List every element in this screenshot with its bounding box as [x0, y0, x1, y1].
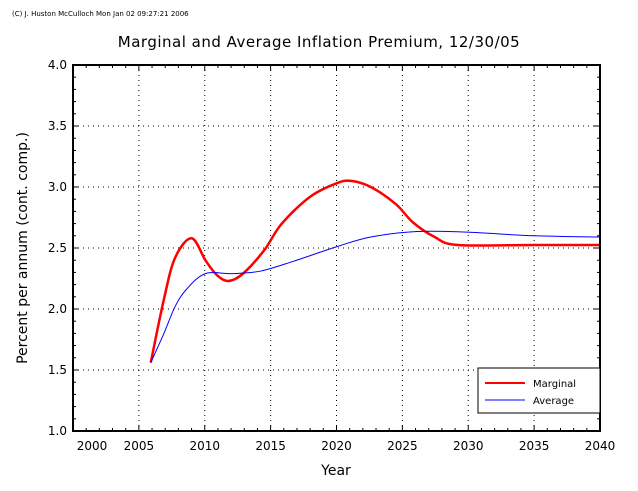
x-axis-label: Year	[320, 463, 351, 479]
series-lines	[149, 179, 601, 363]
y-tick-label: 2.5	[48, 241, 67, 255]
y-tick-label: 3.5	[48, 119, 67, 133]
x-tick-label: 2035	[519, 439, 550, 453]
legend-label-marginal: Marginal	[533, 379, 576, 390]
y-tick-label: 3.0	[48, 180, 67, 194]
x-tick-label: 2040	[585, 439, 616, 453]
chart-title: Marginal and Average Inflation Premium, …	[117, 33, 521, 51]
y-tick-label: 4.0	[48, 58, 67, 72]
x-tick-label: 2030	[453, 439, 484, 453]
legend-label-average: Average	[533, 396, 574, 407]
legend: Marginal Average	[477, 367, 601, 414]
copyright-stamp: (C) J. Huston McCulloch Mon Jan 02 09:27…	[12, 10, 189, 18]
x-tick-label: 2025	[387, 439, 418, 453]
y-tick-labels: 1.0 1.5 2.0 2.5 3.0 3.5 4.0	[48, 58, 67, 438]
x-tick-labels: 2000 2005 2010 2015 2020 2025 2030 2035 2040	[77, 439, 616, 453]
plot-frame	[72, 64, 601, 432]
x-tick-label: 2015	[255, 439, 286, 453]
x-tick-label: 2010	[189, 439, 220, 453]
y-tick-label: 1.5	[48, 363, 67, 377]
x-tick-label: 2020	[321, 439, 352, 453]
legend-box	[477, 367, 601, 414]
series-line-average	[150, 230, 601, 363]
y-tick-label: 1.0	[48, 424, 67, 438]
x-tick-label: 2000	[77, 439, 108, 453]
y-tick-label: 2.0	[48, 302, 67, 316]
series-line-marginal	[149, 179, 600, 363]
y-axis-label: Percent per annum (cont. comp.)	[15, 132, 31, 364]
x-tick-label: 2005	[124, 439, 155, 453]
